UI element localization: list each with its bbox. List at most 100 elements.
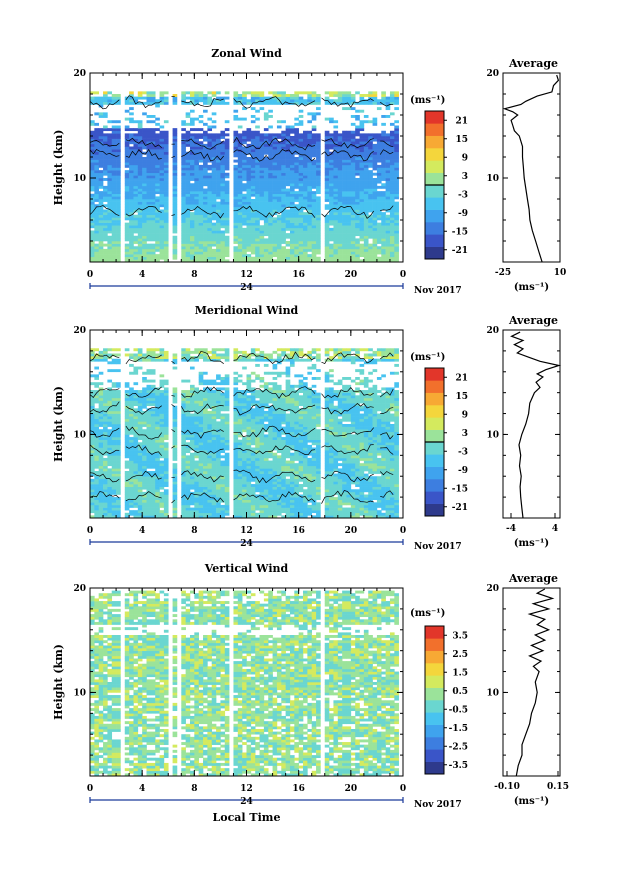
heatmap-cell (272, 94, 278, 97)
heatmap-cell (181, 463, 186, 467)
heatmap-cell (307, 130, 313, 134)
heatmap-cell (203, 149, 208, 153)
heatmap-cell (142, 434, 147, 438)
heatmap-cell (103, 217, 108, 221)
heatmap-cell (268, 214, 273, 218)
heatmap-cell (111, 478, 117, 482)
heatmap-cell (359, 94, 365, 97)
heatmap-cell (107, 387, 113, 391)
heatmap-cell (381, 115, 386, 118)
heatmap-cell (285, 167, 291, 171)
heatmap-cell (342, 94, 347, 97)
heatmap-cell (289, 230, 295, 234)
heatmap-cell (246, 172, 252, 176)
heatmap-cell (142, 494, 147, 498)
heatmap-cell (155, 101, 160, 105)
heatmap-cell (172, 450, 178, 454)
heatmap-cell (137, 358, 143, 362)
heatmap-cell (194, 463, 199, 467)
heatmap-cell (198, 251, 204, 255)
heatmap-cell (142, 157, 147, 160)
heatmap-cell (294, 157, 299, 160)
heatmap-cell (224, 164, 230, 168)
heatmap-cell (276, 204, 282, 208)
heatmap-cell (146, 220, 152, 223)
heatmap-cell (337, 230, 343, 234)
heatmap-cell (98, 473, 104, 477)
heatmap-cell (376, 222, 382, 226)
heatmap-cell (181, 96, 186, 100)
heatmap-cell (255, 235, 260, 239)
heatmap-cell (198, 465, 204, 469)
heatmap-cell (129, 201, 134, 205)
heatmap-cell (150, 251, 156, 255)
heatmap-cell (246, 256, 252, 260)
heatmap-cell (203, 170, 208, 174)
heatmap-cell (163, 217, 169, 221)
heatmap-cell (146, 120, 152, 124)
heatmap-cell (224, 167, 230, 171)
heatmap-cell (307, 96, 313, 100)
heatmap-cell (137, 507, 143, 511)
heatmap-cell (172, 180, 178, 184)
heatmap-cell (98, 387, 104, 391)
heatmap-cell (159, 510, 165, 514)
heatmap-cell (137, 473, 143, 477)
heatmap-cell (385, 248, 391, 252)
heatmap-cell (337, 157, 343, 160)
heatmap-cell (368, 220, 373, 223)
heatmap-cell (185, 235, 191, 239)
heatmap-cell (294, 159, 299, 163)
heatmap-cell (107, 120, 113, 124)
heatmap-cell (281, 175, 286, 179)
heatmap-cell (90, 248, 95, 252)
heatmap-cell (242, 233, 247, 237)
heatmap-cell (124, 227, 130, 231)
heatmap-cell (146, 494, 152, 498)
heatmap-cell (316, 220, 321, 223)
heatmap-cell (289, 141, 295, 145)
heatmap-cell (255, 172, 260, 176)
heatmap-cell (389, 94, 395, 97)
heatmap-cell (94, 183, 99, 187)
heatmap-cell (111, 382, 117, 386)
heatmap-cell (163, 175, 169, 179)
heatmap-cell (381, 254, 386, 258)
heatmap-cell (211, 206, 217, 210)
heatmap-cell (203, 130, 208, 134)
heatmap-cell (155, 390, 160, 393)
heatmap-cell (355, 254, 360, 258)
heatmap-cell (303, 188, 308, 192)
heatmap-cell (311, 201, 317, 205)
heatmap-cell (146, 502, 152, 506)
heatmap-cell (372, 120, 378, 124)
heatmap-cell (394, 233, 399, 237)
heatmap-cell (103, 125, 108, 129)
heatmap-cell (124, 408, 130, 412)
heatmap-cell (159, 241, 165, 244)
heatmap-cell (163, 484, 169, 487)
heatmap-cell (289, 170, 295, 174)
heatmap-cell (272, 248, 278, 252)
heatmap-cell (124, 217, 130, 221)
heatmap-cell (129, 442, 134, 446)
heatmap-cell (289, 157, 295, 160)
heatmap-cell (216, 188, 221, 192)
heatmap-cell (355, 251, 360, 255)
heatmap-cell (211, 120, 217, 124)
heatmap-cell (116, 191, 121, 195)
heatmap-cell (94, 214, 99, 218)
heatmap-cell (394, 183, 399, 187)
heatmap-cell (94, 175, 99, 179)
heatmap-cell (337, 99, 343, 103)
heatmap-cell (172, 463, 178, 467)
heatmap-cell (268, 101, 273, 105)
heatmap-cell (289, 180, 295, 184)
heatmap-cell (107, 220, 113, 223)
heatmap-cell (150, 400, 156, 404)
heatmap-cell (268, 209, 273, 213)
heatmap-cell (303, 162, 308, 166)
heatmap-cell (150, 178, 156, 181)
heatmap-cell (376, 230, 382, 234)
heatmap-cell (103, 468, 108, 472)
